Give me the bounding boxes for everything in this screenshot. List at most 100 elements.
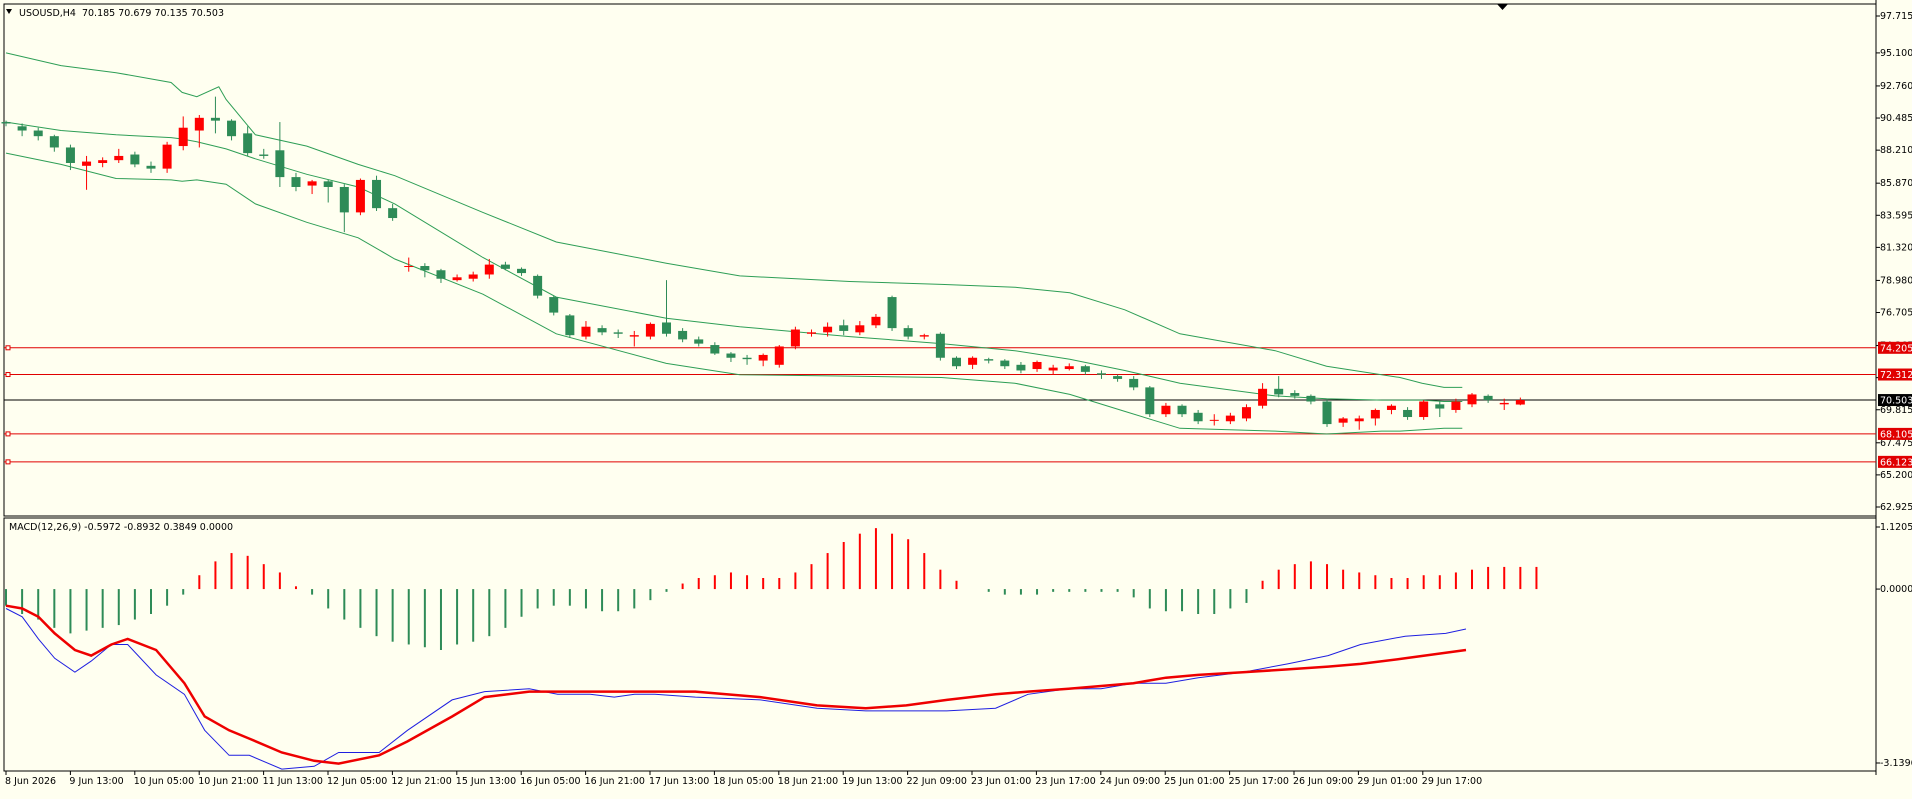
candle-body — [984, 359, 994, 361]
time-tick-label: 23 Jun 17:00 — [1035, 776, 1095, 787]
candle-body — [1177, 405, 1187, 415]
candle-body — [903, 328, 913, 337]
candle-body — [82, 161, 92, 166]
candle-body — [1032, 361, 1042, 370]
candle-body — [662, 322, 672, 334]
candle-body — [597, 328, 607, 333]
candle-body — [452, 277, 462, 281]
candle-body — [210, 117, 220, 121]
time-tick-label: 16 Jun 05:00 — [520, 776, 580, 787]
time-tick-label: 10 Jun 05:00 — [134, 776, 194, 787]
level-marker — [5, 431, 11, 437]
candle-body — [1499, 402, 1509, 405]
macd-tick-label: 0.0000 — [1880, 584, 1912, 595]
candle-body — [1451, 401, 1461, 410]
candle-body — [404, 266, 414, 268]
price-tick-label: 65.200 — [1880, 470, 1912, 481]
price-tick-label: 81.320 — [1880, 242, 1912, 253]
candle-body — [259, 154, 269, 156]
time-tick-label: 9 Jun 13:00 — [69, 776, 123, 787]
candle-body — [1419, 401, 1429, 418]
candle-body — [951, 357, 961, 367]
candle-body — [1354, 418, 1364, 422]
bollinger-upper-band — [5, 52, 1463, 388]
candle-body — [855, 325, 865, 333]
candle-body — [275, 150, 285, 178]
candle-body — [49, 136, 59, 148]
time-tick-label: 24 Jun 09:00 — [1100, 776, 1160, 787]
candle-body — [613, 332, 623, 334]
candle-body — [1129, 378, 1139, 388]
level-price-label: 66.123 — [1880, 457, 1912, 468]
candle-body — [710, 345, 720, 354]
candle-body — [1274, 388, 1284, 395]
time-tick-label: 29 Jun 01:00 — [1357, 776, 1417, 787]
time-tick-label: 23 Jun 01:00 — [971, 776, 1031, 787]
candle-body — [935, 333, 945, 358]
candle-body — [581, 326, 591, 337]
time-tick-label: 15 Jun 13:00 — [456, 776, 516, 787]
candle-body — [1306, 395, 1316, 402]
candle-body — [1467, 394, 1477, 405]
candle-body — [17, 126, 27, 131]
time-tick-label: 22 Jun 09:00 — [907, 776, 967, 787]
time-tick-label: 11 Jun 13:00 — [263, 776, 323, 787]
price-tick-label: 85.870 — [1880, 178, 1912, 189]
symbol-menu-icon[interactable] — [6, 9, 12, 14]
macd-signal-line — [5, 604, 1467, 765]
candle-body — [968, 357, 978, 365]
candle-body — [484, 264, 494, 275]
candle-body — [162, 144, 172, 169]
level-marker — [5, 345, 11, 351]
candle-body — [1096, 373, 1106, 375]
macd-line — [5, 608, 1467, 770]
level-price-box — [1878, 341, 1912, 354]
candle-body — [807, 332, 816, 334]
time-tick-label: 10 Jun 21:00 — [198, 776, 258, 787]
level-marker — [5, 459, 11, 465]
candle-body — [1016, 364, 1026, 371]
bollinger-middle-band — [5, 121, 1463, 402]
candle-body — [114, 155, 124, 161]
candle-body — [549, 297, 559, 313]
time-tick-label: 12 Jun 05:00 — [327, 776, 387, 787]
price-tick-label: 78.980 — [1880, 275, 1912, 286]
macd-tick-label: 1.1205 — [1880, 522, 1912, 533]
candle-body — [1258, 388, 1268, 406]
candle-body — [227, 120, 237, 137]
time-tick-label: 29 Jun 17:00 — [1422, 776, 1482, 787]
candle-body — [645, 323, 655, 337]
level-price-label: 68.105 — [1880, 429, 1912, 440]
time-tick-label: 8 Jun 2026 — [5, 776, 56, 787]
price-tick-label: 69.815 — [1880, 405, 1912, 416]
candle-body — [694, 339, 704, 344]
candle-body — [517, 268, 527, 274]
macd-title: MACD(12,26,9) -0.5972 -0.8932 0.3849 0.0… — [9, 522, 233, 533]
candle-body — [307, 181, 317, 186]
current-price-box — [1878, 394, 1912, 407]
level-price-box — [1878, 455, 1912, 468]
candle-body — [871, 316, 881, 326]
chart-shift-marker-icon[interactable] — [1497, 4, 1508, 10]
candle-body — [65, 147, 75, 163]
price-tick-label: 83.595 — [1880, 210, 1912, 221]
candle-body — [726, 353, 736, 358]
price-tick-label: 67.475 — [1880, 438, 1912, 449]
candle-body — [839, 325, 849, 331]
candle-body — [774, 346, 784, 365]
candle-body — [1193, 412, 1203, 422]
candle-body — [388, 208, 398, 219]
candle-body — [1161, 405, 1171, 415]
candle-body — [500, 264, 510, 269]
candle-body — [291, 177, 301, 187]
candle-body — [436, 270, 446, 279]
candle-body — [1113, 376, 1123, 379]
candle-body — [1241, 407, 1251, 419]
candle-body — [1048, 367, 1058, 371]
candle-body — [1483, 395, 1493, 401]
time-tick-label: 12 Jun 21:00 — [391, 776, 451, 787]
current-price-label: 70.503 — [1880, 396, 1912, 407]
